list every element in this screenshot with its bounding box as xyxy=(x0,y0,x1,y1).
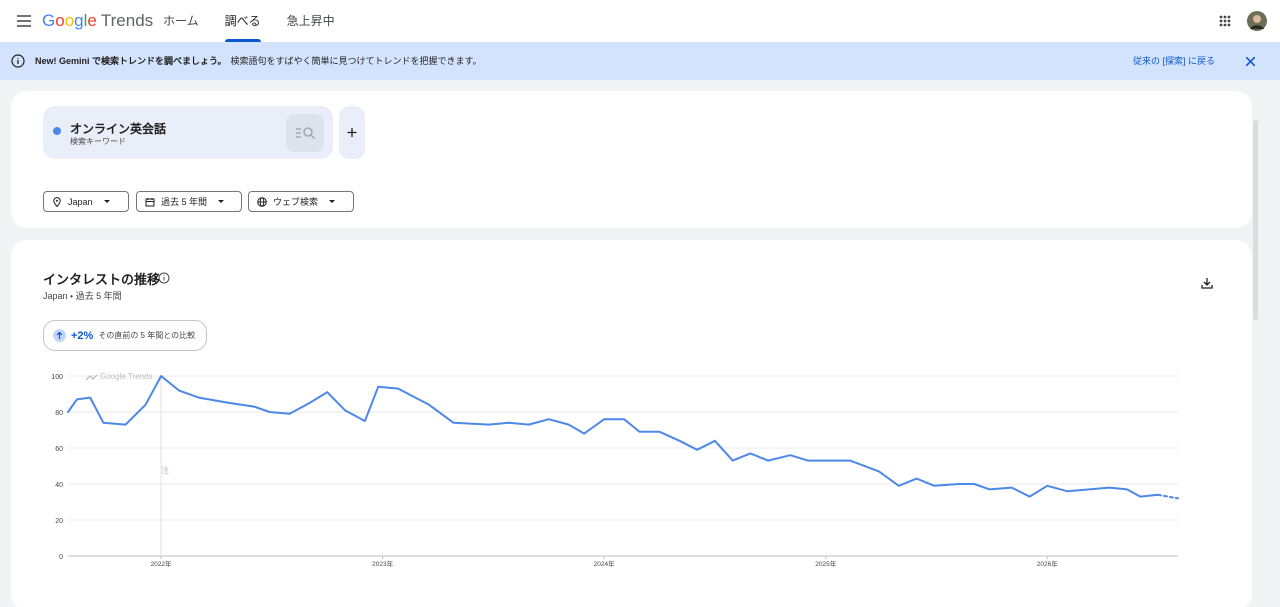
watermark-icon xyxy=(85,374,98,381)
close-button[interactable] xyxy=(1246,57,1255,66)
y-tick-label: 40 xyxy=(55,482,63,489)
dropdown-icon xyxy=(329,199,336,203)
chart-info-icon[interactable] xyxy=(158,272,170,284)
term-type: 検索キーワード xyxy=(70,137,126,146)
watermark: Google Trends xyxy=(100,372,152,381)
filter-location[interactable]: Japan xyxy=(43,191,129,212)
series-partial-line xyxy=(1157,493,1179,500)
nav-tab[interactable]: ホーム xyxy=(163,14,199,28)
term-dot xyxy=(53,127,61,135)
series-line xyxy=(67,375,1160,498)
y-tick-label: 80 xyxy=(55,410,63,417)
filter-property[interactable]: ウェブ検索 xyxy=(248,191,354,212)
chart-title: インタレストの推移 xyxy=(43,272,161,287)
filter-label: 過去 5 年間 xyxy=(161,197,208,207)
dropdown-icon xyxy=(218,199,225,203)
download-button[interactable] xyxy=(1201,277,1213,289)
banner-body: 検索語句をすばやく簡単に見つけてトレンドを把握できます。 xyxy=(230,56,482,66)
chart-card xyxy=(11,240,1252,607)
x-tick-label: 2026年 xyxy=(1037,559,1058,568)
x-tick-label: 2023年 xyxy=(372,559,393,568)
add-term-button[interactable] xyxy=(339,106,365,159)
y-tick-label: 60 xyxy=(55,446,63,453)
info-icon xyxy=(11,54,25,68)
plus-icon xyxy=(347,128,357,137)
logo[interactable]: Google Trends xyxy=(42,11,153,31)
nav-tab[interactable]: 急上昇中 xyxy=(286,14,335,28)
calendar-icon xyxy=(145,197,155,206)
banner-headline: New! Gemini で検索トレンドを調べましょう。 xyxy=(35,56,227,66)
y-tick-label: 0 xyxy=(59,554,63,561)
comparison-change: +2% xyxy=(71,329,94,342)
y-tick-label: 20 xyxy=(55,518,63,525)
y-tick-label: 100 xyxy=(51,374,63,381)
x-tick-label: 2025年 xyxy=(815,559,836,568)
term: オンライン英会話 xyxy=(70,122,167,136)
term-search-button[interactable] xyxy=(286,114,324,152)
filter-label: ウェブ検索 xyxy=(273,197,319,207)
banner-link[interactable]: 従来の [探索] に戻る xyxy=(1133,56,1216,66)
filter-time[interactable]: 過去 5 年間 xyxy=(136,191,242,212)
comparison-pill: +2% その直前の 5 年間との比較 xyxy=(43,320,207,351)
chart-subtitle: Japan ・ 過去 5 年間 xyxy=(43,291,122,301)
menu-button[interactable] xyxy=(17,15,31,27)
annotation: 注 xyxy=(161,465,169,475)
term-chip[interactable] xyxy=(43,106,333,159)
apps-button[interactable] xyxy=(1219,15,1231,27)
globe-icon xyxy=(257,196,267,207)
banner: New! Gemini で検索トレンドを調べましょう。 検索語句をすばやく簡単に見… xyxy=(0,42,1280,80)
scrollbar xyxy=(1253,120,1258,320)
up-arrow-icon xyxy=(53,329,66,342)
avatar[interactable] xyxy=(1247,11,1267,31)
nav-tabs: ホーム 調べる 急上昇中 xyxy=(163,0,361,42)
pin-icon xyxy=(53,196,61,207)
chart: 0 20 40 60 80 100 2022年 2023年 2024年 2025年 2026年 注 Go… xyxy=(51,372,1179,568)
logo-product: Trends xyxy=(100,11,154,30)
nav-tab[interactable]: 調べる xyxy=(224,0,261,42)
logo-brand: Google xyxy=(42,11,97,30)
header: Google Trends ホーム 調べる 急上昇中 xyxy=(0,0,1280,42)
banner-text: New! Gemini で検索トレンドを調べましょう。 検索語句をすばやく簡単に見… xyxy=(35,42,482,80)
x-tick-label: 2022年 xyxy=(151,559,172,568)
dropdown-icon xyxy=(103,199,110,203)
x-tick-label: 2024年 xyxy=(594,559,615,568)
filter-label: Japan xyxy=(68,196,93,207)
comparison-text: その直前の 5 年間との比較 xyxy=(98,331,196,340)
